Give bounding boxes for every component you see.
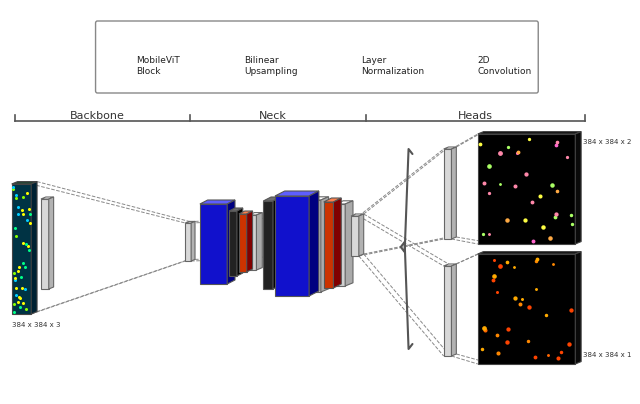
Polygon shape bbox=[246, 211, 253, 272]
Polygon shape bbox=[353, 54, 357, 76]
Polygon shape bbox=[324, 198, 341, 202]
Text: Backbone: Backbone bbox=[70, 111, 125, 121]
FancyBboxPatch shape bbox=[95, 21, 538, 93]
Polygon shape bbox=[444, 266, 451, 356]
Text: MobileViT
Block: MobileViT Block bbox=[136, 56, 180, 76]
Polygon shape bbox=[191, 221, 195, 261]
Polygon shape bbox=[478, 134, 575, 244]
Polygon shape bbox=[249, 213, 262, 215]
Polygon shape bbox=[185, 221, 195, 223]
Text: Bilinear
Upsampling: Bilinear Upsampling bbox=[244, 56, 298, 76]
Polygon shape bbox=[339, 56, 353, 76]
Polygon shape bbox=[237, 208, 243, 276]
Polygon shape bbox=[478, 252, 581, 254]
Polygon shape bbox=[309, 191, 319, 296]
Text: 2D
Convolution: 2D Convolution bbox=[478, 56, 532, 76]
Polygon shape bbox=[115, 56, 129, 76]
Text: Heads: Heads bbox=[458, 111, 493, 121]
Polygon shape bbox=[339, 54, 357, 56]
Polygon shape bbox=[470, 54, 474, 76]
Polygon shape bbox=[311, 200, 321, 292]
Polygon shape bbox=[129, 54, 132, 76]
Polygon shape bbox=[239, 214, 246, 272]
Polygon shape bbox=[41, 197, 54, 199]
Polygon shape bbox=[273, 197, 281, 289]
Polygon shape bbox=[444, 149, 451, 239]
Polygon shape bbox=[478, 132, 581, 134]
Polygon shape bbox=[456, 54, 474, 56]
Polygon shape bbox=[575, 252, 581, 364]
Polygon shape bbox=[451, 147, 456, 239]
Polygon shape bbox=[229, 211, 237, 276]
Polygon shape bbox=[49, 197, 54, 289]
Polygon shape bbox=[275, 191, 319, 196]
Polygon shape bbox=[200, 204, 227, 284]
Text: 384 x 384 x 1: 384 x 384 x 1 bbox=[583, 352, 632, 358]
Polygon shape bbox=[236, 54, 240, 76]
Polygon shape bbox=[257, 213, 262, 270]
Polygon shape bbox=[333, 198, 341, 288]
Polygon shape bbox=[239, 211, 253, 214]
Polygon shape bbox=[31, 182, 37, 314]
Polygon shape bbox=[451, 264, 456, 356]
Polygon shape bbox=[249, 215, 257, 270]
Polygon shape bbox=[12, 184, 31, 314]
Polygon shape bbox=[351, 214, 364, 216]
Polygon shape bbox=[359, 214, 364, 256]
Polygon shape bbox=[263, 201, 273, 289]
Polygon shape bbox=[229, 208, 243, 211]
Text: 384 x 384 x 2: 384 x 384 x 2 bbox=[583, 139, 632, 145]
Polygon shape bbox=[41, 199, 49, 289]
Polygon shape bbox=[275, 196, 309, 296]
Polygon shape bbox=[115, 54, 132, 56]
Polygon shape bbox=[478, 254, 575, 364]
Polygon shape bbox=[335, 201, 353, 204]
Polygon shape bbox=[444, 264, 456, 266]
Text: Layer
Normalization: Layer Normalization bbox=[361, 56, 424, 76]
Polygon shape bbox=[311, 197, 328, 200]
Text: 384 x 384 x 3: 384 x 384 x 3 bbox=[12, 322, 60, 328]
Polygon shape bbox=[575, 132, 581, 244]
Polygon shape bbox=[456, 56, 470, 76]
Polygon shape bbox=[444, 147, 456, 149]
Polygon shape bbox=[227, 200, 235, 284]
Polygon shape bbox=[200, 200, 235, 204]
Polygon shape bbox=[324, 202, 333, 288]
Polygon shape bbox=[222, 56, 236, 76]
Polygon shape bbox=[335, 204, 345, 286]
Polygon shape bbox=[321, 197, 328, 292]
Polygon shape bbox=[345, 201, 353, 286]
Polygon shape bbox=[185, 223, 191, 261]
Polygon shape bbox=[263, 197, 281, 201]
Polygon shape bbox=[351, 216, 359, 256]
Polygon shape bbox=[222, 54, 240, 56]
Polygon shape bbox=[12, 182, 37, 184]
Text: Neck: Neck bbox=[259, 111, 287, 121]
